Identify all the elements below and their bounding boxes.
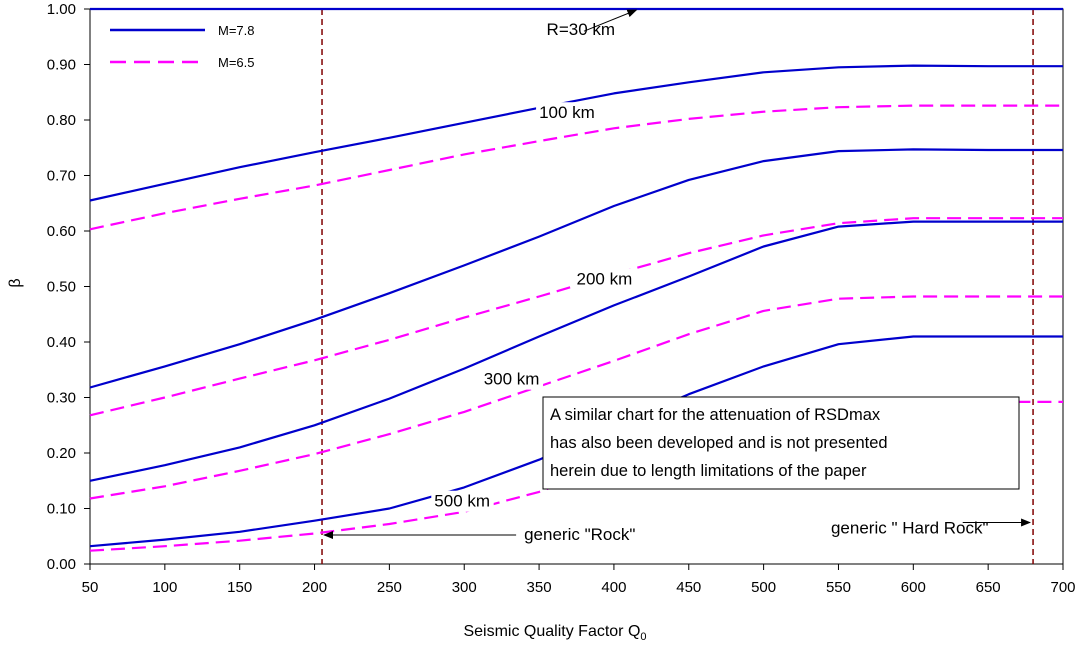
legend-label: M=7.8	[218, 23, 255, 38]
x-axis-title-subscript: 0	[640, 631, 646, 643]
distance-label-bg	[480, 368, 544, 390]
y-tick-label: 0.60	[47, 223, 76, 240]
reference-lines	[321, 9, 1034, 564]
note-line: has also been developed and is not prese…	[550, 434, 888, 452]
series-line-m6-5-200km	[89, 217, 1063, 417]
x-tick-label: 150	[227, 579, 252, 596]
note-line: herein due to length limitations of the …	[550, 462, 867, 480]
series-line-m7-8-100km	[89, 64, 1063, 202]
y-axis-title: β	[7, 278, 24, 287]
annotations: A similar chart for the attenuation of R…	[323, 9, 1032, 546]
x-tick-label: 400	[601, 579, 626, 596]
legend-label: M=6.5	[218, 55, 255, 70]
x-tick-label: 200	[302, 579, 327, 596]
y-tick-label: 1.00	[47, 1, 76, 18]
distance-label: 100 km	[539, 103, 595, 122]
y-tick-label: 0.80	[47, 112, 76, 129]
y-tick-label: 0.10	[47, 501, 76, 518]
series-line-m7-8-300km	[89, 220, 1063, 482]
legend: M=7.8 M=6.5	[110, 23, 255, 70]
annotation-bg	[521, 523, 674, 546]
distance-label: 500 km	[434, 492, 490, 511]
series-line-m6-5-100km	[89, 104, 1063, 231]
distance-label: 300 km	[484, 370, 540, 389]
y-tick-label: 0.50	[47, 279, 76, 296]
x-tick-label: 300	[452, 579, 477, 596]
distance-label-bg	[431, 490, 494, 512]
x-tick-label: 650	[976, 579, 1001, 596]
x-axis-title: Seismic Quality Factor Q0	[463, 623, 646, 643]
axes: 0.00 0.10 0.20 0.30 0.40 0.50 0.60 0.70 0.80 0.90…	[47, 1, 1076, 596]
x-tick-label: 550	[826, 579, 851, 596]
annotation-hard-rock: generic " Hard Rock"	[831, 518, 989, 537]
x-tick-label: 100	[152, 579, 177, 596]
distance-label: 200 km	[577, 270, 633, 289]
x-tick-label: 500	[751, 579, 776, 596]
axis-titles: Seismic Quality Factor Q0 β	[7, 278, 647, 643]
x-axis-title-main: Seismic Quality Factor Q	[463, 623, 640, 640]
annotation-rock: generic "Rock"	[524, 525, 635, 544]
y-tick-label: 0.30	[47, 390, 76, 407]
distance-label-bg	[536, 102, 599, 124]
x-tick-label: 700	[1050, 579, 1075, 596]
x-tick-label: 450	[676, 579, 701, 596]
y-tick-label: 0.90	[47, 57, 76, 74]
series-line-m7-8-200km	[89, 148, 1063, 389]
y-tick-label: 0.70	[47, 168, 76, 185]
distance-label-bg	[543, 18, 616, 40]
r30-arrow	[583, 9, 638, 32]
y-tick-label: 0.20	[47, 445, 76, 462]
y-tick-label: 0.00	[47, 556, 76, 573]
y-tick-label: 0.40	[47, 334, 76, 351]
x-tick-label: 50	[82, 579, 99, 596]
distance-label: R=30 km	[547, 20, 616, 39]
x-tick-label: 350	[527, 579, 552, 596]
distance-label-bg	[573, 268, 636, 290]
distance-labels: R=30 km 100 km 200 km 300 km 500 km	[431, 18, 636, 512]
note-line: A similar chart for the attenuation of R…	[550, 406, 881, 424]
x-tick-label: 600	[901, 579, 926, 596]
x-tick-label: 250	[377, 579, 402, 596]
note-box	[542, 396, 1020, 490]
